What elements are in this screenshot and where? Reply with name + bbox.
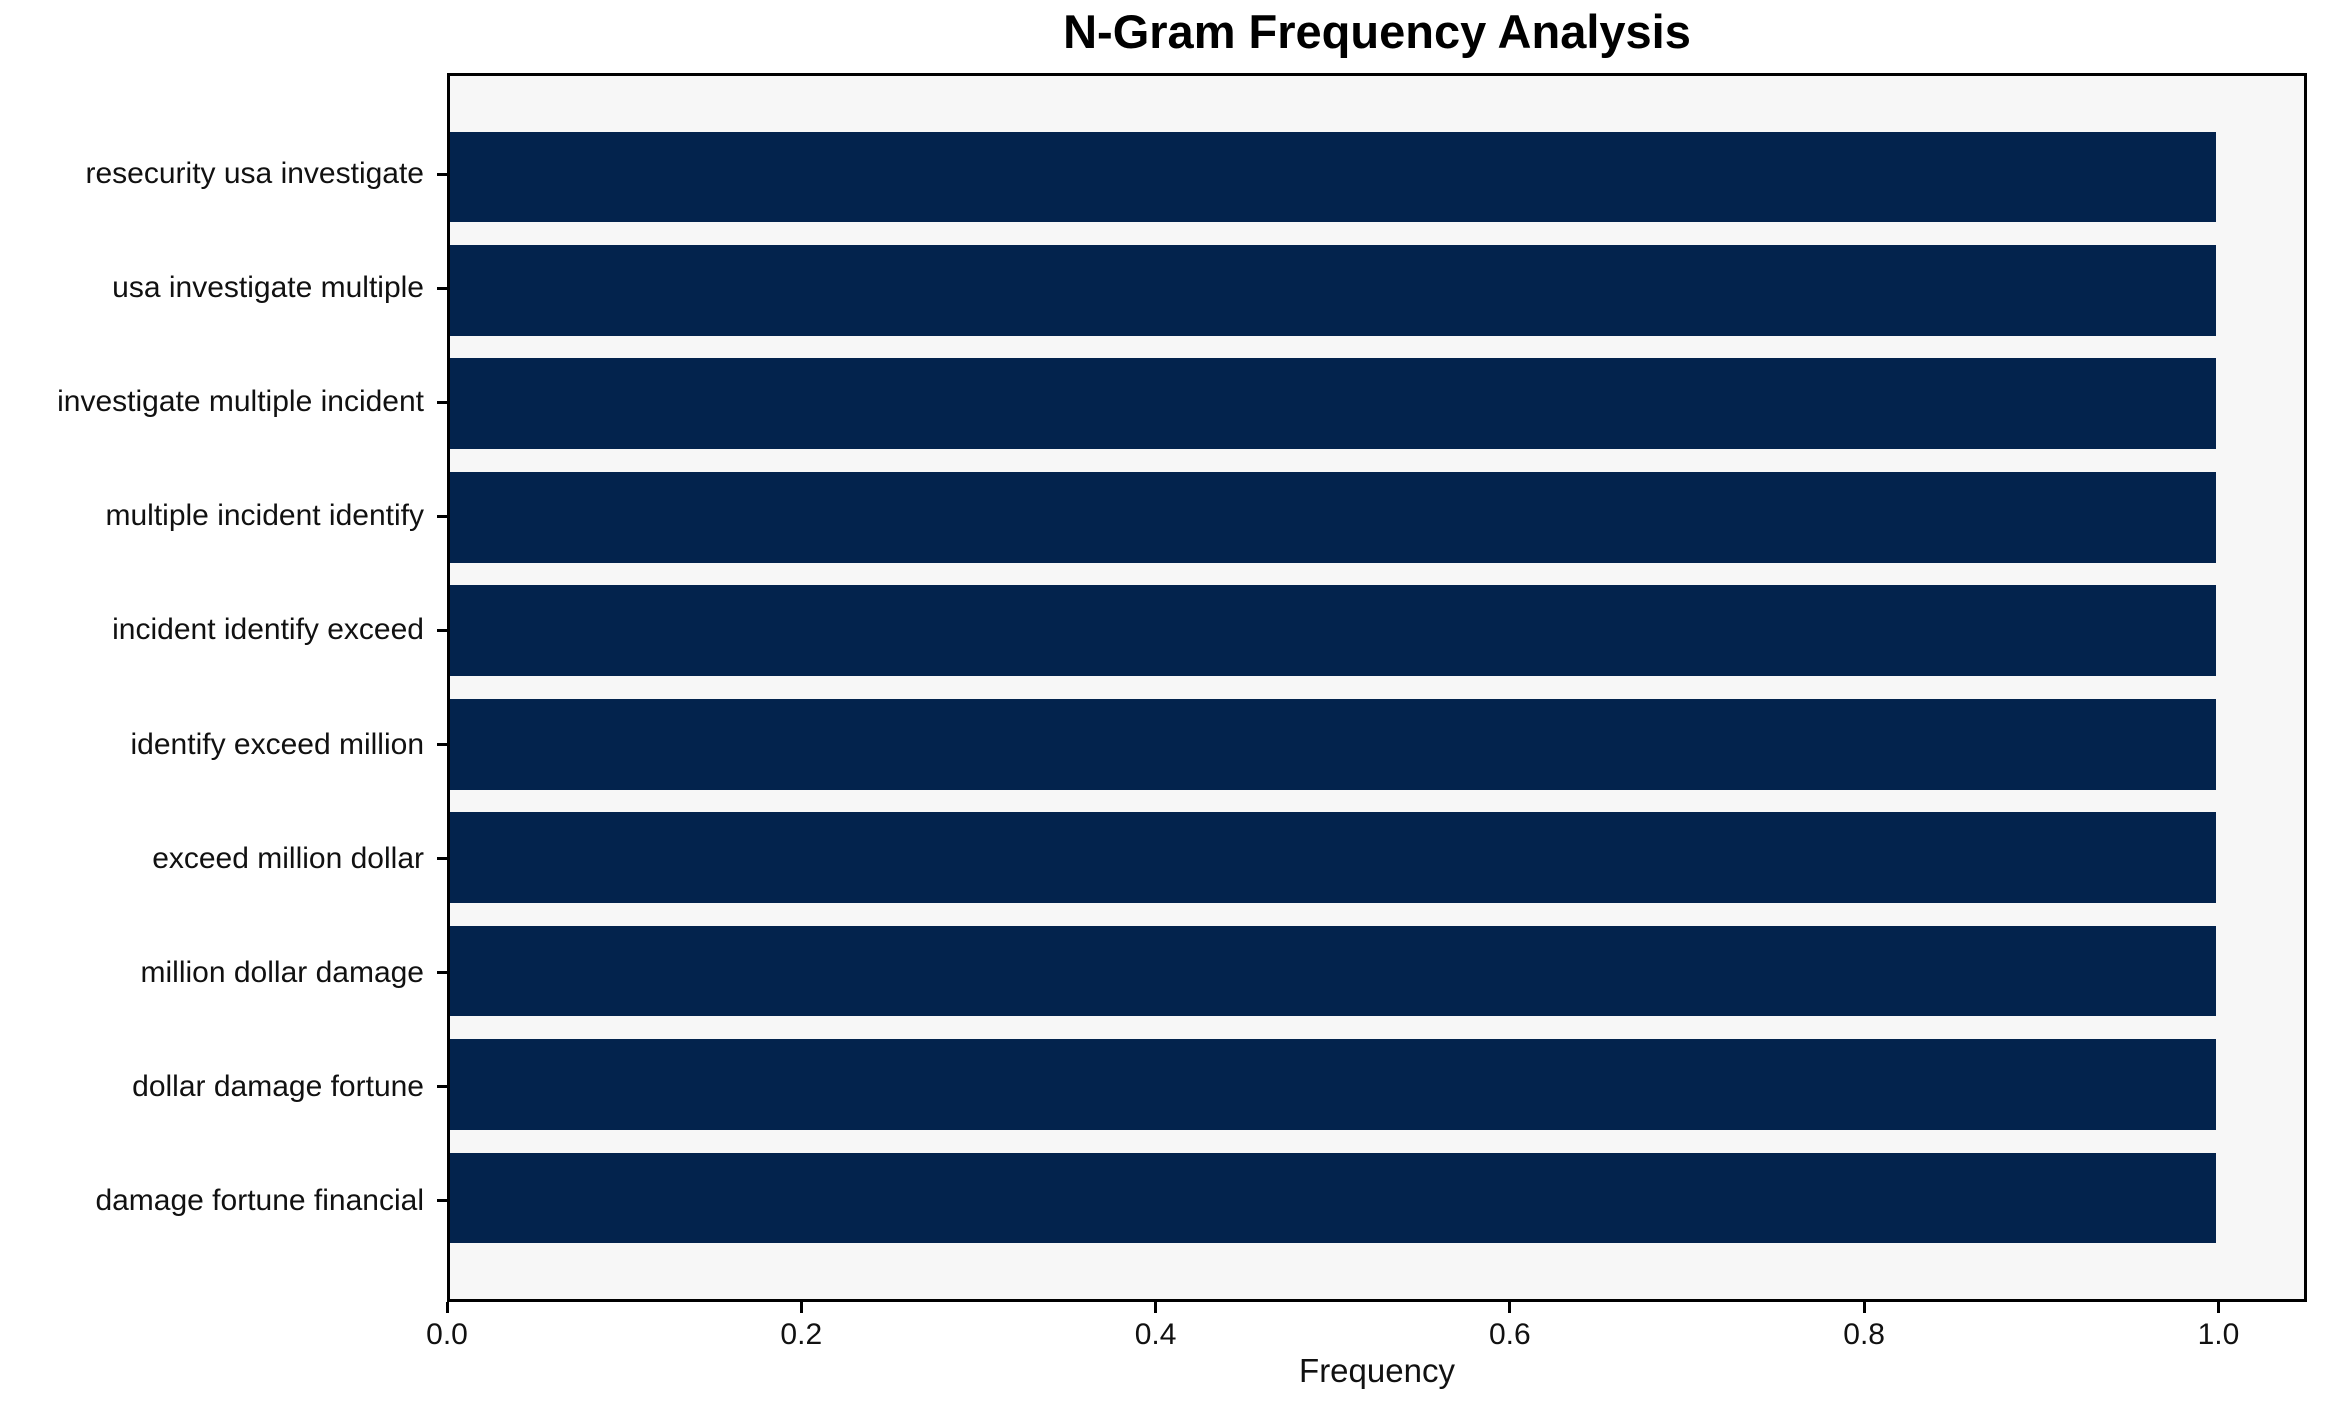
y-tick-label: resecurity usa investigate [85, 157, 425, 191]
x-axis-title: Frequency [1299, 1352, 1455, 1389]
y-tick-mark [437, 743, 447, 746]
plot-area [447, 73, 2307, 1302]
y-tick-mark [437, 514, 447, 518]
x-tick-label: 0.4 [1134, 1318, 1177, 1351]
y-tick-mark [437, 628, 447, 632]
y-tick-label: exceed million dollar [152, 841, 424, 875]
bar [450, 131, 2216, 223]
x-tick-mark [799, 1302, 803, 1313]
bar [450, 245, 2216, 336]
y-tick-mark [437, 400, 447, 404]
bar [450, 1039, 2216, 1130]
y-tick-mark [437, 971, 447, 975]
x-tick-label: 0.6 [1488, 1318, 1531, 1351]
y-tick-mark [437, 857, 447, 860]
y-tick-label: incident identify exceed [112, 613, 424, 647]
bar [450, 925, 2216, 1017]
bar [450, 585, 2216, 677]
bar [450, 698, 2216, 790]
y-axis-labels: resecurity usa investigate usa investigat… [0, 73, 424, 1302]
y-tick-label: multiple incident identify [105, 499, 424, 533]
y-tick-mark [437, 172, 447, 176]
y-tick-mark [437, 1199, 447, 1203]
bar [450, 358, 2216, 450]
y-tick-label: identify exceed million [130, 727, 424, 761]
y-tick-mark [437, 1085, 447, 1089]
chart-title: N-Gram Frequency Analysis [1063, 5, 1691, 58]
x-axis: 0.0 0.2 0.4 0.6 0.8 1.0 [426, 1302, 2307, 1412]
x-tick-mark [445, 1302, 449, 1313]
y-tick-mark [437, 286, 447, 290]
x-tick-mark [1862, 1302, 1866, 1313]
x-tick-label: 0.0 [426, 1318, 468, 1351]
y-tick-label: damage fortune financial [95, 1183, 424, 1217]
y-tick-label: million dollar damage [140, 955, 424, 989]
y-tick-label: dollar damage fortune [132, 1069, 424, 1103]
bar [450, 1152, 2216, 1244]
y-tick-label: investigate multiple incident [57, 385, 424, 419]
bar [450, 812, 2216, 904]
x-tick-mark [1508, 1302, 1512, 1313]
bar [450, 471, 2216, 563]
x-tick-label: 0.8 [1843, 1318, 1885, 1351]
y-tick-label: usa investigate multiple [112, 271, 424, 305]
x-tick-mark [2216, 1302, 2220, 1313]
x-tick-label: 1.0 [2197, 1318, 2240, 1351]
x-tick-label: 0.2 [780, 1318, 823, 1351]
y-axis-ticks [437, 73, 447, 1302]
x-tick-mark [1154, 1302, 1158, 1313]
